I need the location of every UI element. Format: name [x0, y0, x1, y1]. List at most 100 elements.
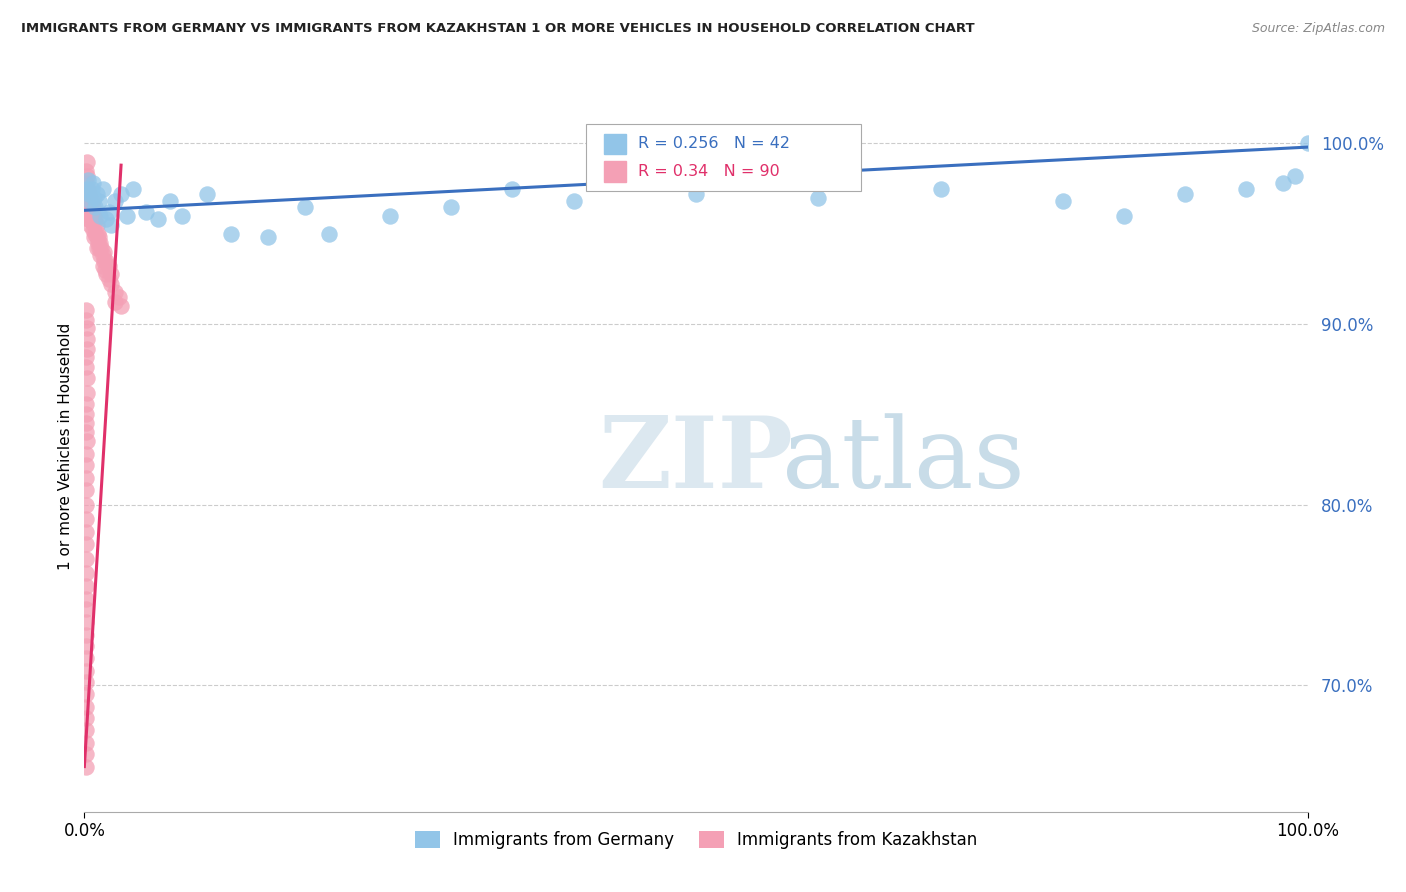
Point [77, 194, 100, 209]
Point [75, 711, 97, 725]
Point [1174, 187, 1197, 202]
Point [76, 320, 98, 334]
Point [75, 417, 97, 431]
Bar [605, 161, 626, 182]
Point [115, 209, 138, 223]
Point [84, 212, 107, 227]
Point [75, 651, 97, 665]
Point [294, 200, 316, 214]
Point [76, 332, 98, 346]
Point [79, 194, 101, 209]
Point [1052, 194, 1074, 209]
Point [104, 194, 127, 209]
Point [89, 209, 111, 223]
Point [75, 176, 97, 190]
Point [91, 260, 114, 274]
Point [104, 295, 127, 310]
Point [100, 267, 122, 281]
Point [1296, 136, 1319, 151]
Point [93, 253, 115, 268]
Point [75, 483, 97, 498]
Point [75, 723, 97, 738]
Point [100, 277, 122, 292]
Point [75, 759, 97, 773]
Point [79, 191, 101, 205]
Point [562, 194, 585, 209]
Point [76, 181, 98, 195]
Point [100, 218, 122, 232]
Point [1236, 181, 1258, 195]
Point [75, 674, 97, 689]
Point [110, 187, 132, 202]
Text: R = 0.256   N = 42: R = 0.256 N = 42 [638, 136, 790, 152]
Point [82, 176, 104, 190]
Point [75, 313, 97, 327]
Point [83, 191, 105, 205]
Point [86, 230, 108, 244]
Point [75, 736, 97, 750]
Point [75, 408, 97, 422]
Point [1272, 176, 1295, 190]
Point [82, 223, 104, 237]
Point [219, 227, 242, 241]
Point [75, 537, 97, 551]
Point [135, 205, 157, 219]
Point [86, 218, 108, 232]
Point [75, 639, 97, 653]
Point [76, 169, 98, 183]
Point [75, 524, 97, 539]
Point [80, 194, 103, 209]
Point [107, 290, 129, 304]
Point [77, 187, 100, 202]
Point [75, 615, 97, 629]
Point [76, 434, 98, 449]
Point [685, 187, 707, 202]
Point [502, 181, 524, 195]
Point [122, 181, 145, 195]
Point [75, 687, 97, 701]
Text: IMMIGRANTS FROM GERMANY VS IMMIGRANTS FROM KAZAKHSTAN 1 OR MORE VEHICLES IN HOUS: IMMIGRANTS FROM GERMANY VS IMMIGRANTS FR… [21, 22, 974, 36]
Point [75, 579, 97, 593]
Point [75, 470, 97, 484]
Point [76, 154, 98, 169]
Point [807, 191, 830, 205]
Point [75, 447, 97, 461]
Point [75, 628, 97, 642]
Point [104, 285, 127, 299]
Point [83, 218, 105, 232]
Point [380, 209, 402, 223]
Point [96, 212, 118, 227]
Point [94, 263, 117, 277]
Point [82, 212, 104, 227]
Point [93, 244, 115, 259]
Point [75, 512, 97, 526]
Point [79, 218, 101, 232]
Point [77, 212, 100, 227]
Point [75, 458, 97, 472]
Point [97, 272, 120, 286]
Point [82, 200, 104, 214]
Point [77, 205, 100, 219]
Point [96, 253, 118, 268]
Point [77, 187, 100, 202]
Point [87, 227, 110, 241]
Legend: Immigrants from Germany, Immigrants from Kazakhstan: Immigrants from Germany, Immigrants from… [408, 824, 984, 856]
Point [159, 194, 181, 209]
Text: Source: ZipAtlas.com: Source: ZipAtlas.com [1251, 22, 1385, 36]
Point [75, 425, 97, 440]
Point [87, 235, 110, 250]
Point [83, 230, 105, 244]
Point [75, 302, 97, 317]
Point [1114, 209, 1136, 223]
Text: atlas: atlas [782, 413, 1025, 508]
Point [76, 187, 98, 202]
Point [75, 163, 97, 178]
Y-axis label: 1 or more Vehicles in Household: 1 or more Vehicles in Household [58, 322, 73, 570]
Point [86, 187, 108, 202]
Point [75, 591, 97, 606]
Point [318, 227, 340, 241]
Point [75, 350, 97, 364]
Point [75, 566, 97, 581]
Point [77, 172, 100, 186]
Point [75, 747, 97, 761]
